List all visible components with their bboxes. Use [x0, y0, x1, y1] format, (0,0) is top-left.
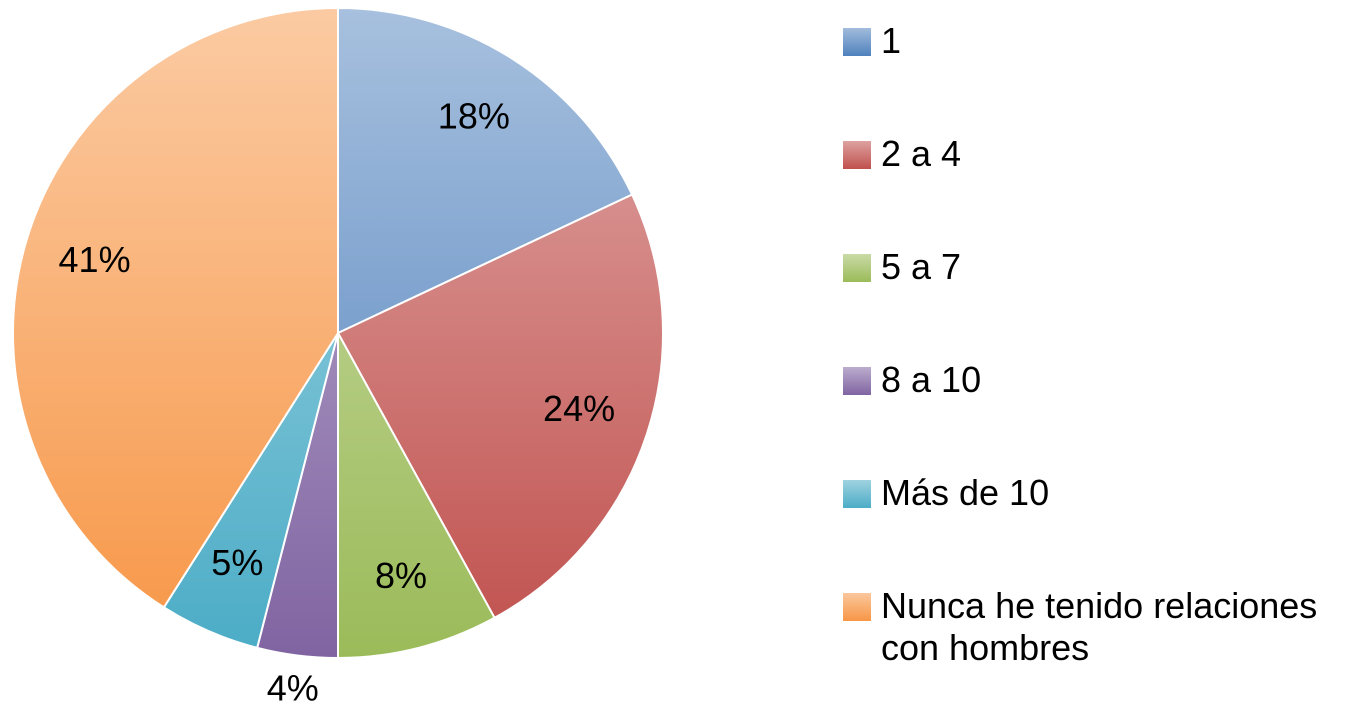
- legend-item: 5 a 7: [843, 246, 1353, 288]
- data-label: 18%: [438, 95, 510, 136]
- data-label: 5%: [211, 542, 263, 583]
- legend-item: 8 a 10: [843, 359, 1353, 401]
- legend-label: 2 a 4: [881, 133, 962, 174]
- legend-swatch: [843, 367, 871, 395]
- legend-label: Nunca he tenido relaciones con hombres: [881, 585, 1318, 668]
- legend-swatch: [843, 593, 871, 621]
- legend-swatch: [843, 254, 871, 282]
- legend-label: 5 a 7: [881, 246, 962, 287]
- legend-item: 1: [843, 20, 1353, 62]
- legend-item: Más de 10: [843, 472, 1353, 514]
- legend-swatch: [843, 480, 871, 508]
- slices: [12, 6, 664, 660]
- data-label: 4%: [267, 668, 319, 709]
- legend-label: 8 a 10: [881, 359, 982, 400]
- legend-label: Más de 10: [881, 472, 1050, 513]
- data-labels: 18% 24% 8% 4% 5% 41%: [59, 95, 616, 708]
- legend-item: Nunca he tenido relaciones con hombres: [843, 585, 1353, 669]
- chart: 18% 24% 8% 4% 5% 41%: [12, 6, 664, 709]
- legend-label: 1: [881, 20, 902, 61]
- data-label: 41%: [59, 239, 131, 280]
- data-label: 8%: [375, 555, 427, 596]
- legend-swatch: [843, 28, 871, 56]
- legend-item: 2 a 4: [843, 133, 1353, 175]
- legend-swatch: [843, 141, 871, 169]
- data-label: 24%: [543, 388, 615, 429]
